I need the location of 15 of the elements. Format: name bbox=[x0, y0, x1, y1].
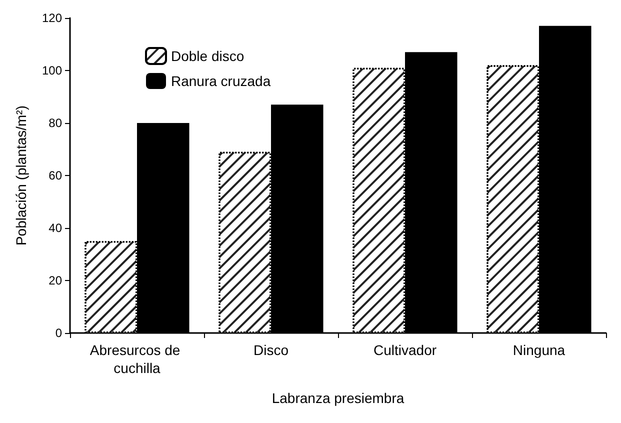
y-tick-label: 0 bbox=[55, 326, 62, 340]
legend-label: Ranura cruzada bbox=[171, 73, 271, 89]
x-tick-label: Ninguna bbox=[512, 342, 566, 358]
y-tick-label: 40 bbox=[48, 221, 62, 235]
x-tick-label: Disco bbox=[253, 342, 289, 358]
y-tick-label: 100 bbox=[42, 64, 62, 78]
x-tick-label: Abresurcos de cuchilla bbox=[90, 342, 184, 376]
y-tick-label: 20 bbox=[48, 274, 62, 288]
legend-label: Doble disco bbox=[171, 48, 244, 64]
y-tick-label: 120 bbox=[42, 11, 62, 25]
x-tick-label: Cultivador bbox=[373, 342, 437, 358]
y-tick-label: 80 bbox=[48, 116, 62, 130]
y-tick-label: 60 bbox=[48, 168, 62, 182]
x-axis-title: Labranza presiembra bbox=[272, 390, 404, 406]
y-axis-title: Población (plantas/m²) bbox=[13, 105, 29, 246]
